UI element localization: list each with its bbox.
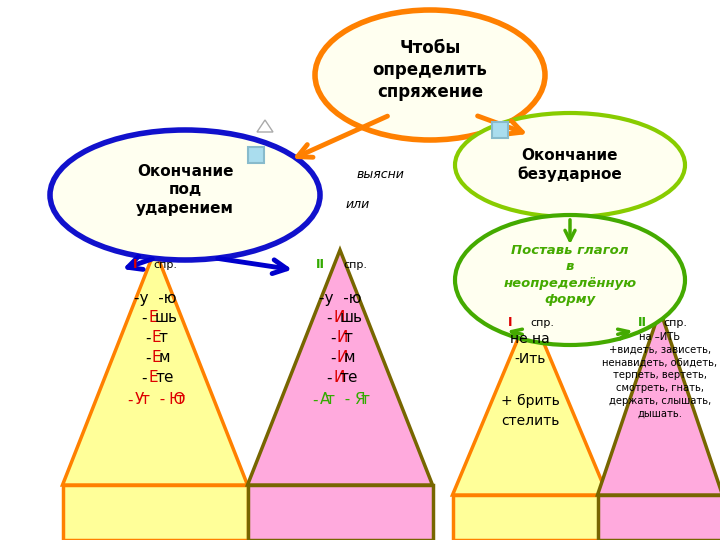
Bar (248, 147, 264, 163)
Text: Е: Е (148, 370, 158, 386)
Text: -: - (330, 350, 336, 366)
Text: спр.: спр. (530, 318, 554, 328)
Ellipse shape (315, 10, 545, 140)
Ellipse shape (455, 113, 685, 217)
Text: И: И (333, 310, 345, 326)
Text: или: или (346, 199, 370, 212)
Text: те: те (340, 370, 359, 386)
Text: И: И (336, 330, 348, 346)
Text: выясни: выясни (356, 168, 404, 181)
Polygon shape (248, 250, 433, 485)
Polygon shape (452, 495, 608, 540)
Polygon shape (63, 250, 248, 485)
Text: -: - (312, 393, 318, 408)
Text: шь: шь (340, 310, 363, 326)
Text: т  -: т - (141, 393, 166, 408)
Text: Е: Е (148, 310, 158, 326)
Text: т: т (343, 330, 352, 346)
Polygon shape (598, 495, 720, 540)
Text: -: - (330, 330, 336, 346)
Text: т: т (158, 330, 168, 346)
Text: на –ИТЬ
+видеть, зависеть,
ненавидеть, обидеть,
терпеть, вертеть,
смотреть, гнат: на –ИТЬ +видеть, зависеть, ненавидеть, о… (603, 332, 718, 418)
Text: II: II (637, 316, 647, 329)
Text: -: - (145, 330, 150, 346)
Text: Ю: Ю (168, 393, 185, 408)
Text: шь: шь (155, 310, 178, 326)
Text: т  -: т - (326, 393, 351, 408)
Text: -у  -ю: -у -ю (134, 291, 176, 306)
Bar (492, 122, 508, 138)
Text: I: I (508, 316, 512, 329)
Text: Поставь глагол
в
неопределённую
форму: Поставь глагол в неопределённую форму (503, 245, 636, 306)
Text: -: - (326, 310, 332, 326)
Text: -: - (141, 310, 147, 326)
Text: И: И (336, 350, 348, 366)
Text: Окончание
под
ударением: Окончание под ударением (136, 164, 234, 216)
Polygon shape (452, 310, 608, 495)
Polygon shape (598, 310, 720, 495)
Text: Окончание
безударное: Окончание безударное (518, 148, 622, 183)
Text: Я: Я (354, 393, 364, 408)
Polygon shape (248, 485, 433, 540)
Text: Е: Е (152, 330, 161, 346)
Ellipse shape (455, 215, 685, 345)
Text: спр.: спр. (663, 318, 687, 328)
Text: не на
-Ить

+ брить
стелить: не на -Ить + брить стелить (500, 332, 559, 428)
Text: м: м (343, 350, 355, 366)
Text: т: т (361, 393, 369, 408)
Text: А: А (320, 393, 330, 408)
Ellipse shape (50, 130, 320, 260)
Text: -: - (127, 393, 133, 408)
Text: -: - (141, 370, 147, 386)
Text: I: I (132, 259, 138, 272)
Text: те: те (155, 370, 174, 386)
Text: Е: Е (152, 350, 161, 366)
Text: м: м (158, 350, 170, 366)
Text: спр.: спр. (153, 260, 177, 270)
Text: И: И (333, 370, 345, 386)
Text: спр.: спр. (343, 260, 367, 270)
Text: -: - (145, 350, 150, 366)
Text: -: - (326, 370, 332, 386)
Polygon shape (63, 485, 248, 540)
Polygon shape (257, 120, 273, 132)
Text: Чтобы
определить
спряжение: Чтобы определить спряжение (372, 39, 487, 101)
Text: т: т (176, 393, 184, 408)
Text: -у  -ю: -у -ю (319, 291, 361, 306)
Text: II: II (315, 259, 325, 272)
Text: У: У (135, 393, 144, 408)
